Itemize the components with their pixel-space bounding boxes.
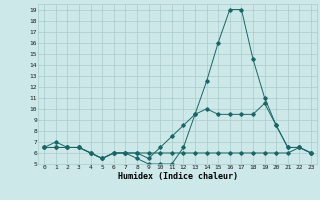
X-axis label: Humidex (Indice chaleur): Humidex (Indice chaleur) — [118, 172, 238, 181]
